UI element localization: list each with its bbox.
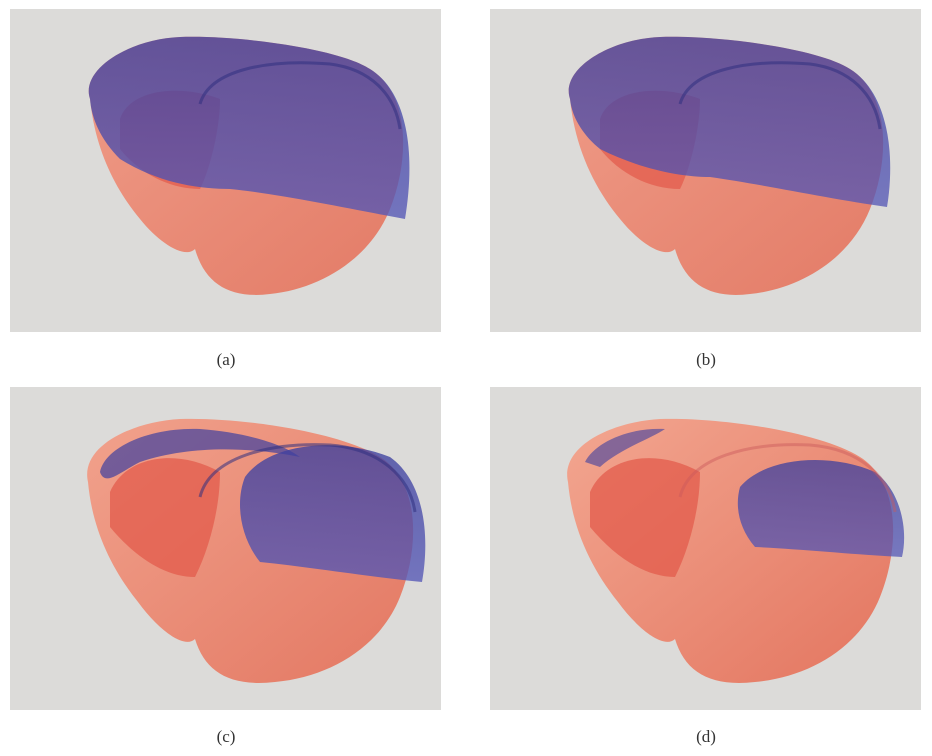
- blue-rim: [100, 428, 300, 479]
- heart-render-b: [568, 36, 891, 295]
- blue-overlay: [240, 445, 426, 582]
- left-ventricle-chamber: [590, 458, 700, 577]
- caption-d: (d): [696, 727, 716, 746]
- heart-render-panel-a: [10, 9, 441, 332]
- heart-render-c: [87, 418, 426, 683]
- ring-outline: [678, 61, 882, 130]
- caption-c: (c): [216, 727, 236, 746]
- blue-overlay: [568, 36, 891, 207]
- left-ventricle-chamber: [110, 458, 220, 577]
- blue-rim: [585, 428, 665, 467]
- caption-a: (a): [216, 350, 236, 369]
- heart-render-panel-d: [490, 387, 921, 710]
- blue-overlay: [88, 36, 410, 219]
- ring-outline: [678, 443, 897, 513]
- blue-overlay: [737, 460, 905, 557]
- caption-b: (b): [696, 350, 716, 369]
- heart-render-panel-c: [10, 387, 441, 710]
- ring-outline: [198, 61, 402, 130]
- ring-outline: [198, 443, 417, 513]
- heart-render-panel-b: [490, 9, 921, 332]
- heart-render-a: [88, 36, 410, 295]
- heart-render-d: [567, 418, 905, 683]
